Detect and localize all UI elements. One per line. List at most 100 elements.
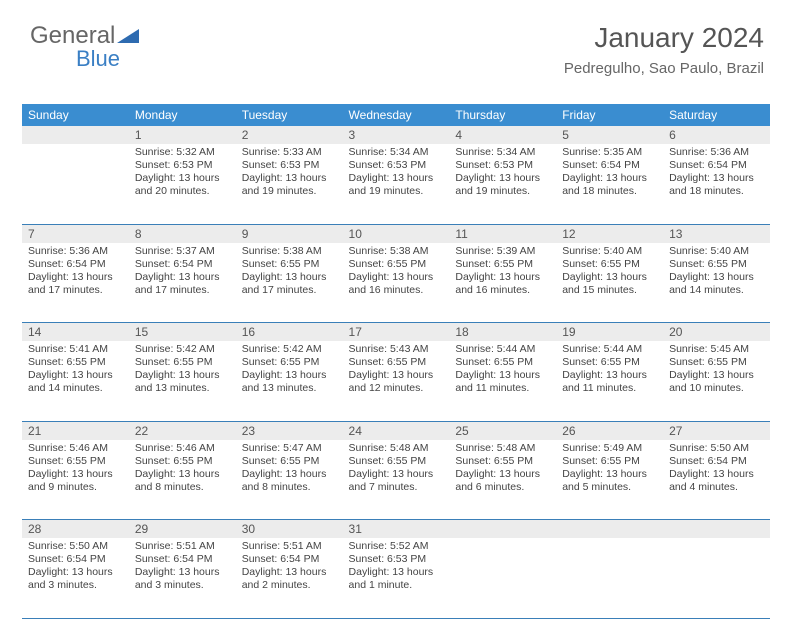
day-body: Sunrise: 5:50 AMSunset: 6:54 PMDaylight:… [663, 440, 770, 501]
day-cell: Sunrise: 5:44 AMSunset: 6:55 PMDaylight:… [449, 341, 556, 421]
day-body: Sunrise: 5:43 AMSunset: 6:55 PMDaylight:… [343, 341, 450, 402]
day-cell: Sunrise: 5:49 AMSunset: 6:55 PMDaylight:… [556, 440, 663, 520]
day-cell [22, 144, 129, 224]
day-body: Sunrise: 5:39 AMSunset: 6:55 PMDaylight:… [449, 243, 556, 304]
day-body: Sunrise: 5:35 AMSunset: 6:54 PMDaylight:… [556, 144, 663, 205]
day-cell: Sunrise: 5:46 AMSunset: 6:55 PMDaylight:… [22, 440, 129, 520]
day-number: 10 [343, 224, 450, 243]
day-body: Sunrise: 5:36 AMSunset: 6:54 PMDaylight:… [663, 144, 770, 205]
logo: General Blue [30, 22, 139, 50]
day-number [449, 520, 556, 539]
day-number: 4 [449, 126, 556, 144]
day-body: Sunrise: 5:42 AMSunset: 6:55 PMDaylight:… [129, 341, 236, 402]
day-number: 13 [663, 224, 770, 243]
day-number: 22 [129, 421, 236, 440]
day-body: Sunrise: 5:40 AMSunset: 6:55 PMDaylight:… [556, 243, 663, 304]
day-body: Sunrise: 5:36 AMSunset: 6:54 PMDaylight:… [22, 243, 129, 304]
day-body: Sunrise: 5:46 AMSunset: 6:55 PMDaylight:… [129, 440, 236, 501]
day-cell: Sunrise: 5:34 AMSunset: 6:53 PMDaylight:… [449, 144, 556, 224]
day-cell: Sunrise: 5:51 AMSunset: 6:54 PMDaylight:… [129, 538, 236, 618]
dow-monday: Monday [129, 104, 236, 126]
header: January 2024 Pedregulho, Sao Paulo, Braz… [564, 22, 764, 77]
day-number: 31 [343, 520, 450, 539]
day-cell: Sunrise: 5:35 AMSunset: 6:54 PMDaylight:… [556, 144, 663, 224]
dow-friday: Friday [556, 104, 663, 126]
logo-text-2: Blue [76, 46, 120, 72]
day-cell: Sunrise: 5:40 AMSunset: 6:55 PMDaylight:… [556, 243, 663, 323]
day-number: 6 [663, 126, 770, 144]
day-number: 20 [663, 323, 770, 342]
day-cell: Sunrise: 5:41 AMSunset: 6:55 PMDaylight:… [22, 341, 129, 421]
day-number: 3 [343, 126, 450, 144]
day-cell: Sunrise: 5:36 AMSunset: 6:54 PMDaylight:… [663, 144, 770, 224]
day-body: Sunrise: 5:49 AMSunset: 6:55 PMDaylight:… [556, 440, 663, 501]
day-cell: Sunrise: 5:52 AMSunset: 6:53 PMDaylight:… [343, 538, 450, 618]
day-cell: Sunrise: 5:32 AMSunset: 6:53 PMDaylight:… [129, 144, 236, 224]
dow-row: SundayMondayTuesdayWednesdayThursdayFrid… [22, 104, 770, 126]
day-number: 9 [236, 224, 343, 243]
day-number [22, 126, 129, 144]
daynum-row: 14151617181920 [22, 323, 770, 342]
day-body: Sunrise: 5:52 AMSunset: 6:53 PMDaylight:… [343, 538, 450, 599]
day-body: Sunrise: 5:51 AMSunset: 6:54 PMDaylight:… [129, 538, 236, 599]
day-body: Sunrise: 5:44 AMSunset: 6:55 PMDaylight:… [449, 341, 556, 402]
day-cell [449, 538, 556, 618]
day-body: Sunrise: 5:48 AMSunset: 6:55 PMDaylight:… [343, 440, 450, 501]
dow-saturday: Saturday [663, 104, 770, 126]
location-text: Pedregulho, Sao Paulo, Brazil [564, 60, 764, 77]
day-number: 7 [22, 224, 129, 243]
day-number: 25 [449, 421, 556, 440]
calendar-table: SundayMondayTuesdayWednesdayThursdayFrid… [22, 104, 770, 619]
day-body: Sunrise: 5:47 AMSunset: 6:55 PMDaylight:… [236, 440, 343, 501]
day-cell: Sunrise: 5:38 AMSunset: 6:55 PMDaylight:… [236, 243, 343, 323]
day-cell: Sunrise: 5:36 AMSunset: 6:54 PMDaylight:… [22, 243, 129, 323]
day-number: 28 [22, 520, 129, 539]
day-number: 17 [343, 323, 450, 342]
day-cell: Sunrise: 5:46 AMSunset: 6:55 PMDaylight:… [129, 440, 236, 520]
day-cell: Sunrise: 5:50 AMSunset: 6:54 PMDaylight:… [663, 440, 770, 520]
day-body: Sunrise: 5:33 AMSunset: 6:53 PMDaylight:… [236, 144, 343, 205]
day-cell: Sunrise: 5:38 AMSunset: 6:55 PMDaylight:… [343, 243, 450, 323]
day-number: 23 [236, 421, 343, 440]
day-cell: Sunrise: 5:42 AMSunset: 6:55 PMDaylight:… [236, 341, 343, 421]
day-cell: Sunrise: 5:34 AMSunset: 6:53 PMDaylight:… [343, 144, 450, 224]
daynum-row: 123456 [22, 126, 770, 144]
dow-sunday: Sunday [22, 104, 129, 126]
day-number: 18 [449, 323, 556, 342]
day-number: 11 [449, 224, 556, 243]
day-cell: Sunrise: 5:40 AMSunset: 6:55 PMDaylight:… [663, 243, 770, 323]
day-cell: Sunrise: 5:37 AMSunset: 6:54 PMDaylight:… [129, 243, 236, 323]
day-number: 1 [129, 126, 236, 144]
day-number: 24 [343, 421, 450, 440]
day-number: 8 [129, 224, 236, 243]
page-title: January 2024 [564, 22, 764, 54]
day-body: Sunrise: 5:46 AMSunset: 6:55 PMDaylight:… [22, 440, 129, 501]
day-number: 26 [556, 421, 663, 440]
day-body: Sunrise: 5:44 AMSunset: 6:55 PMDaylight:… [556, 341, 663, 402]
day-number: 16 [236, 323, 343, 342]
day-body: Sunrise: 5:32 AMSunset: 6:53 PMDaylight:… [129, 144, 236, 205]
week-row: Sunrise: 5:41 AMSunset: 6:55 PMDaylight:… [22, 341, 770, 421]
day-body: Sunrise: 5:40 AMSunset: 6:55 PMDaylight:… [663, 243, 770, 304]
day-cell [663, 538, 770, 618]
day-cell: Sunrise: 5:45 AMSunset: 6:55 PMDaylight:… [663, 341, 770, 421]
day-number: 21 [22, 421, 129, 440]
day-body: Sunrise: 5:42 AMSunset: 6:55 PMDaylight:… [236, 341, 343, 402]
day-number: 19 [556, 323, 663, 342]
day-body: Sunrise: 5:37 AMSunset: 6:54 PMDaylight:… [129, 243, 236, 304]
day-body: Sunrise: 5:38 AMSunset: 6:55 PMDaylight:… [343, 243, 450, 304]
day-body: Sunrise: 5:51 AMSunset: 6:54 PMDaylight:… [236, 538, 343, 599]
day-body: Sunrise: 5:34 AMSunset: 6:53 PMDaylight:… [343, 144, 450, 205]
day-body: Sunrise: 5:41 AMSunset: 6:55 PMDaylight:… [22, 341, 129, 402]
dow-tuesday: Tuesday [236, 104, 343, 126]
week-row: Sunrise: 5:32 AMSunset: 6:53 PMDaylight:… [22, 144, 770, 224]
day-body: Sunrise: 5:45 AMSunset: 6:55 PMDaylight:… [663, 341, 770, 402]
day-cell: Sunrise: 5:50 AMSunset: 6:54 PMDaylight:… [22, 538, 129, 618]
day-cell: Sunrise: 5:43 AMSunset: 6:55 PMDaylight:… [343, 341, 450, 421]
dow-wednesday: Wednesday [343, 104, 450, 126]
day-number: 27 [663, 421, 770, 440]
day-body: Sunrise: 5:38 AMSunset: 6:55 PMDaylight:… [236, 243, 343, 304]
daynum-row: 21222324252627 [22, 421, 770, 440]
day-number [556, 520, 663, 539]
day-body: Sunrise: 5:34 AMSunset: 6:53 PMDaylight:… [449, 144, 556, 205]
